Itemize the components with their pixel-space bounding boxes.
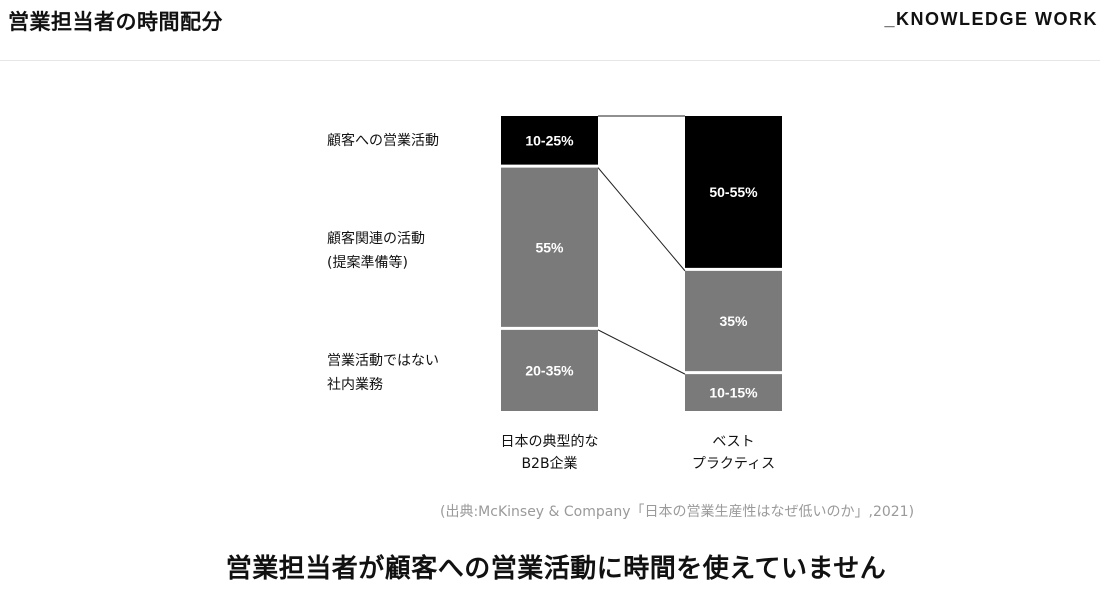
data-label-customer_sales-0: 10-25% (525, 132, 574, 148)
source-note: (出典:McKinsey & Company「日本の営業生産性はなぜ低いのか」,… (440, 504, 915, 520)
category-label-1: ベスト (712, 434, 754, 450)
bar-segment-internal-0 (501, 329, 598, 411)
connector-lines (597, 115, 686, 375)
row-label-2: 営業活動ではない (327, 353, 439, 369)
row-label-0: 顧客への営業活動 (327, 132, 439, 149)
header-divider (0, 60, 1100, 61)
connector-line (597, 167, 686, 272)
data-label-internal-1: 10-15% (709, 385, 758, 401)
bars: 10-25% 55% 20-35% 50-55% 35% 10-15% (501, 116, 782, 411)
bar-segment-internal-1 (685, 374, 782, 411)
connector-line (597, 329, 686, 375)
data-label-customer_related-1: 35% (719, 313, 748, 329)
data-label-customer_sales-1: 50-55% (709, 184, 758, 200)
bar-segment-customer_sales-0 (501, 116, 598, 165)
data-label-customer_related-0: 55% (535, 239, 564, 255)
data-label-internal-0: 20-35% (525, 362, 574, 378)
key-message: 営業担当者が顧客への営業活動に時間を使えていません (225, 554, 887, 584)
row-label-1: 顧客関連の活動 (327, 230, 425, 247)
row-label-2: 社内業務 (327, 377, 383, 393)
bar-segment-customer_sales-1 (685, 116, 782, 268)
bar-segment-customer_related-0 (501, 167, 598, 327)
row-label-1: (提案準備等) (327, 254, 408, 271)
category-label-0: 日本の典型的な (501, 434, 599, 450)
category-label-1: プラクティス (692, 456, 775, 472)
bar-segment-customer_related-1 (685, 270, 782, 372)
page-title: 営業担当者の時間配分 (8, 10, 223, 34)
brand-logo: _KNOWLEDGE WORK (884, 9, 1098, 29)
category-label-0: B2B企業 (521, 455, 577, 472)
